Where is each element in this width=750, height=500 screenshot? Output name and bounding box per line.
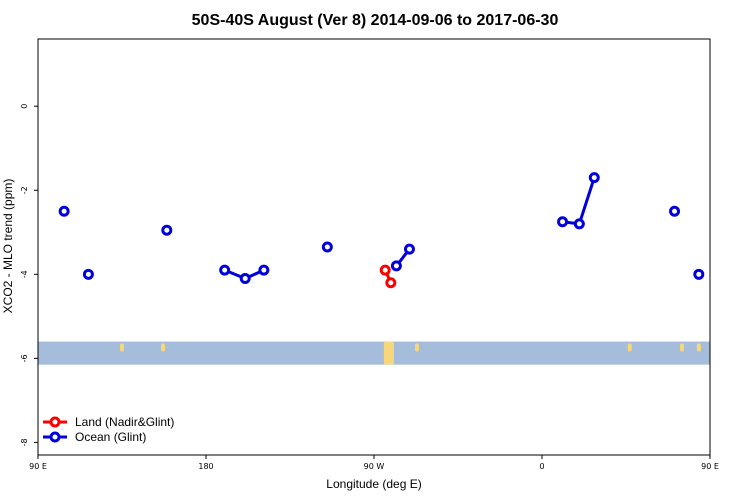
data-point <box>258 264 270 276</box>
data-point <box>379 264 391 276</box>
data-point <box>82 268 94 280</box>
legend-label: Ocean (Glint) <box>75 430 146 444</box>
x-axis: 90 E 180 90 W 0 90 E <box>29 455 719 471</box>
band-rect <box>38 341 710 365</box>
x-tick-label: 180 <box>198 462 213 471</box>
x-tick-label: 90 E <box>29 462 47 471</box>
data-point <box>239 273 251 285</box>
x-tick-label: 90 E <box>701 462 719 471</box>
data-point <box>321 241 333 253</box>
land-patch <box>120 343 124 352</box>
legend-label: Land (Nadir&Glint) <box>75 415 174 429</box>
land-patch <box>383 341 394 365</box>
data-point <box>161 224 173 236</box>
x-tick-label: 90 W <box>364 462 385 471</box>
data-point <box>573 218 585 230</box>
data-point <box>588 172 600 184</box>
land-patch <box>680 343 684 352</box>
data-point <box>385 277 397 289</box>
y-tick-label: -4 <box>20 270 29 278</box>
chart-title: 50S-40S August (Ver 8) 2014-09-06 to 201… <box>192 12 559 29</box>
data-point <box>403 243 415 255</box>
y-axis: 0 -2 -4 -6 -8 <box>20 104 38 446</box>
data-point <box>58 205 70 217</box>
data-point <box>557 216 569 228</box>
y-tick-label: -6 <box>20 354 29 362</box>
ocean-band <box>38 341 710 365</box>
x-axis-label: Longitude (deg E) <box>326 477 421 491</box>
data-point <box>669 205 681 217</box>
legend-marker <box>49 416 61 428</box>
y-axis-label: XCO2 - MLO trend (ppm) <box>1 179 15 314</box>
y-tick-label: -8 <box>20 438 29 446</box>
y-tick-label: -2 <box>20 186 29 194</box>
land-patch <box>414 343 419 352</box>
legend: Land (Nadir&Glint)Ocean (Glint) <box>43 415 174 444</box>
land-patch <box>696 343 701 352</box>
x-tick-label: 0 <box>539 462 544 471</box>
land-patch <box>627 343 632 352</box>
series-layer <box>58 172 705 289</box>
legend-marker <box>49 431 61 443</box>
land-patch <box>161 343 166 352</box>
data-point <box>693 268 705 280</box>
y-tick-label: 0 <box>20 104 29 109</box>
data-point <box>219 264 231 276</box>
data-point <box>390 260 402 272</box>
